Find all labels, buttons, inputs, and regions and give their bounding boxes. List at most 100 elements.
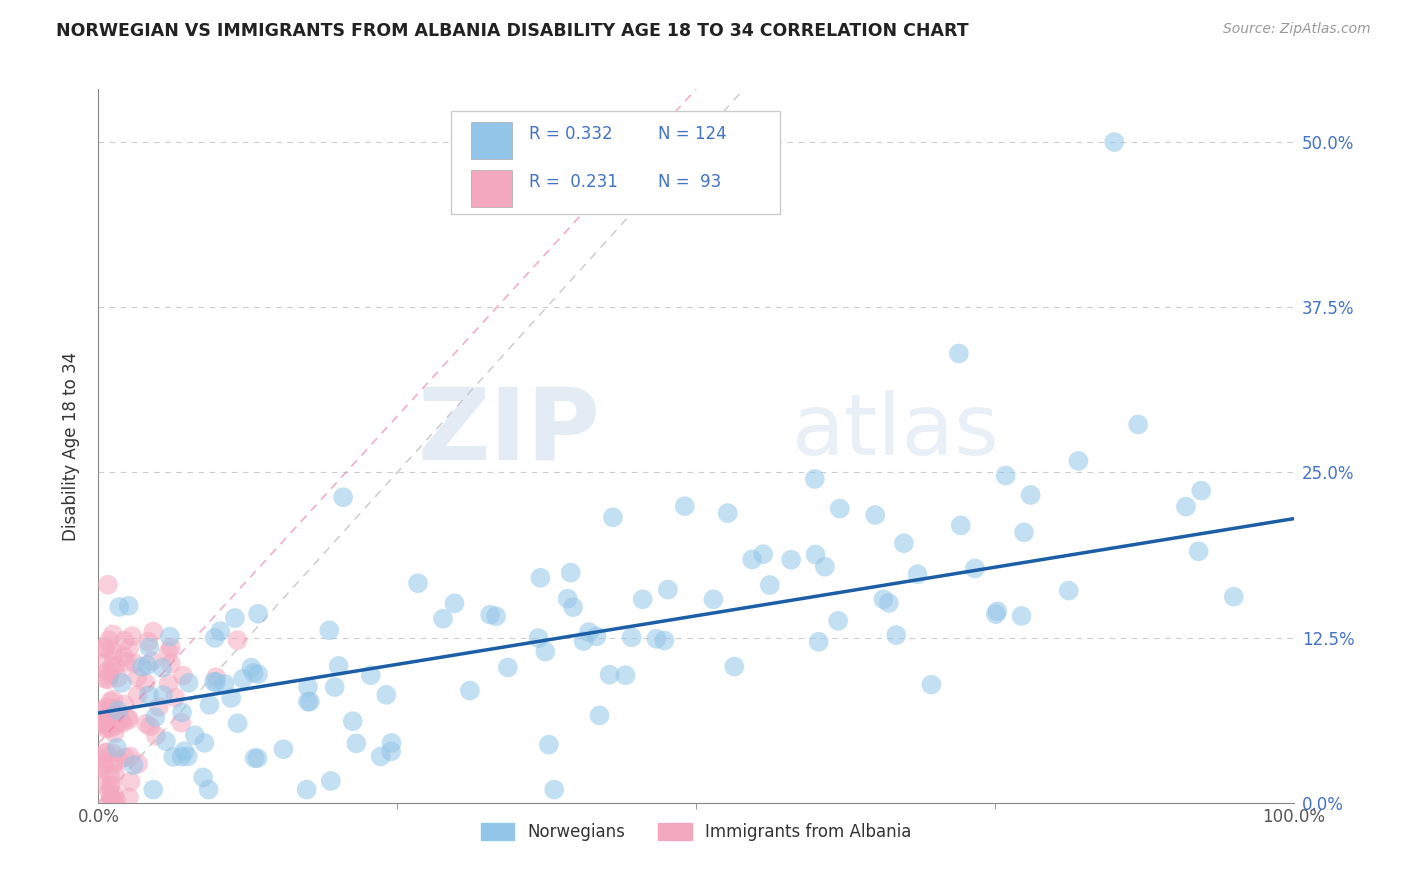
Point (101, 796, 124, 810)
Point (127, 756, 149, 771)
Point (139, 719, 162, 733)
Point (226, 716, 249, 731)
Point (138, 688, 160, 702)
FancyBboxPatch shape (451, 111, 780, 214)
Point (96, 799, 118, 814)
Point (537, 738, 560, 752)
Point (295, 782, 318, 797)
Point (191, 771, 214, 785)
Point (105, 740, 128, 755)
Point (118, 790, 141, 805)
Point (111, 715, 134, 730)
Point (90, 777, 112, 791)
Point (114, 750, 136, 764)
Point (94, 746, 117, 760)
Point (96, 715, 118, 730)
Point (177, 749, 200, 764)
Point (631, 592, 654, 607)
Point (94, 721, 117, 735)
Point (209, 624, 232, 639)
Point (98, 768, 122, 782)
Point (562, 600, 585, 615)
Point (319, 774, 342, 789)
Y-axis label: Disability Age 18 to 34: Disability Age 18 to 34 (62, 351, 80, 541)
Text: atlas: atlas (792, 390, 1000, 474)
Point (90, 656, 112, 670)
Point (108, 599, 131, 614)
Point (90, 762, 112, 776)
Point (673, 499, 696, 513)
Point (118, 713, 141, 727)
Point (193, 736, 215, 750)
Point (143, 710, 166, 724)
Point (807, 635, 830, 649)
Point (162, 749, 184, 764)
Point (98, 668, 121, 682)
Point (560, 566, 582, 580)
Point (107, 671, 129, 685)
Point (170, 749, 193, 764)
Point (1057, 583, 1080, 598)
Point (131, 660, 153, 674)
Point (529, 571, 551, 585)
Point (96, 714, 118, 728)
Point (108, 753, 131, 767)
Point (96, 745, 118, 759)
Point (101, 692, 124, 706)
Point (585, 629, 607, 643)
Point (155, 734, 177, 748)
Point (101, 643, 124, 657)
Point (115, 655, 138, 669)
Point (112, 698, 135, 712)
Point (920, 678, 942, 692)
Point (135, 676, 157, 690)
Point (157, 676, 180, 690)
Point (93, 642, 115, 657)
Point (219, 690, 242, 705)
Point (752, 547, 775, 561)
Point (984, 607, 1007, 622)
Point (97, 633, 120, 648)
Point (1012, 525, 1035, 540)
Point (173, 744, 195, 758)
Point (828, 501, 851, 516)
Point (104, 718, 127, 732)
Point (121, 629, 143, 643)
Point (572, 634, 595, 648)
Point (1067, 454, 1090, 468)
Point (90, 751, 112, 765)
Point (97, 664, 120, 678)
Point (657, 582, 679, 597)
Point (273, 742, 295, 756)
Point (117, 711, 139, 725)
Point (101, 659, 124, 673)
Point (160, 640, 183, 655)
Point (111, 676, 134, 690)
Point (240, 660, 263, 674)
Point (141, 654, 163, 668)
Point (90, 706, 112, 720)
Point (602, 510, 624, 524)
Point (1188, 544, 1211, 558)
Point (90, 716, 112, 731)
Point (814, 559, 837, 574)
Point (247, 607, 270, 621)
Text: R =  0.231: R = 0.231 (529, 173, 617, 191)
Point (432, 612, 454, 626)
Point (496, 660, 519, 674)
Point (97, 673, 120, 687)
Point (578, 625, 600, 640)
Point (103, 801, 125, 815)
Point (198, 698, 221, 712)
Point (159, 630, 181, 644)
Point (101, 747, 124, 761)
Point (98, 694, 122, 708)
Point (741, 552, 763, 566)
Point (118, 599, 141, 613)
Point (105, 793, 128, 807)
Point (150, 661, 173, 675)
Point (136, 634, 159, 648)
Point (654, 633, 676, 648)
Point (94, 672, 117, 686)
Point (100, 721, 122, 735)
